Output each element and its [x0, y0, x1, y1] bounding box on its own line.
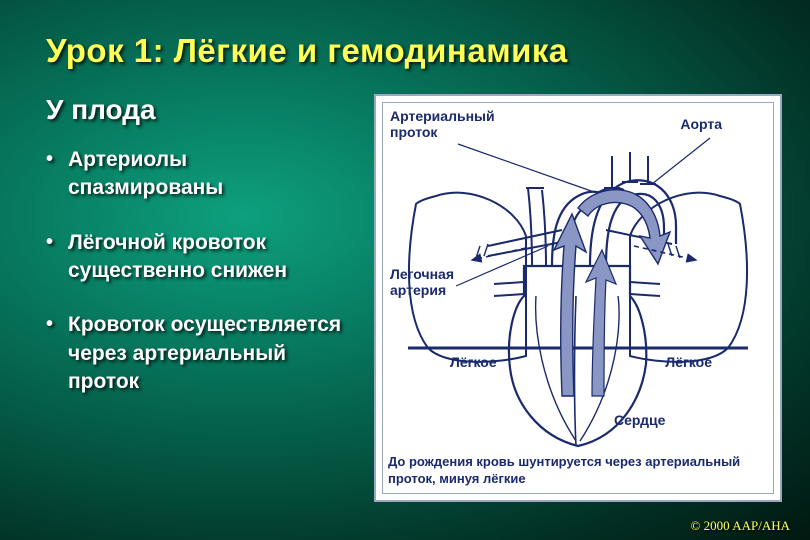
heart-diagram-panel: Артериальный проток Аорта Легочная артер… [374, 94, 782, 502]
copyright-text: © 2000 AAP/AHA [691, 518, 790, 534]
heart-diagram-svg [376, 96, 780, 500]
slide-title: Урок 1: Лёгкие и гемодинамика [0, 0, 810, 70]
label-aorta: Аорта [680, 116, 722, 132]
bullet-list: Артериолы спазмированы Лёгочной кровоток… [0, 146, 346, 396]
label-lung-left: Лёгкое [450, 354, 497, 370]
label-arterial-duct: Артериальный проток [390, 108, 510, 140]
bullet-item: Артериолы спазмированы [46, 146, 346, 203]
label-pulmonary-artery: Легочная артерия [390, 266, 480, 298]
label-heart: Сердце [614, 412, 665, 428]
slide: Урок 1: Лёгкие и гемодинамика У плода Ар… [0, 0, 810, 540]
diagram-caption: До рождения кровь шунтируется через арте… [388, 454, 768, 488]
bullet-item: Кровоток осуществляется через артериальн… [46, 311, 346, 396]
label-lung-right: Лёгкое [665, 354, 712, 370]
bullet-item: Лёгочной кровоток существенно снижен [46, 229, 346, 286]
